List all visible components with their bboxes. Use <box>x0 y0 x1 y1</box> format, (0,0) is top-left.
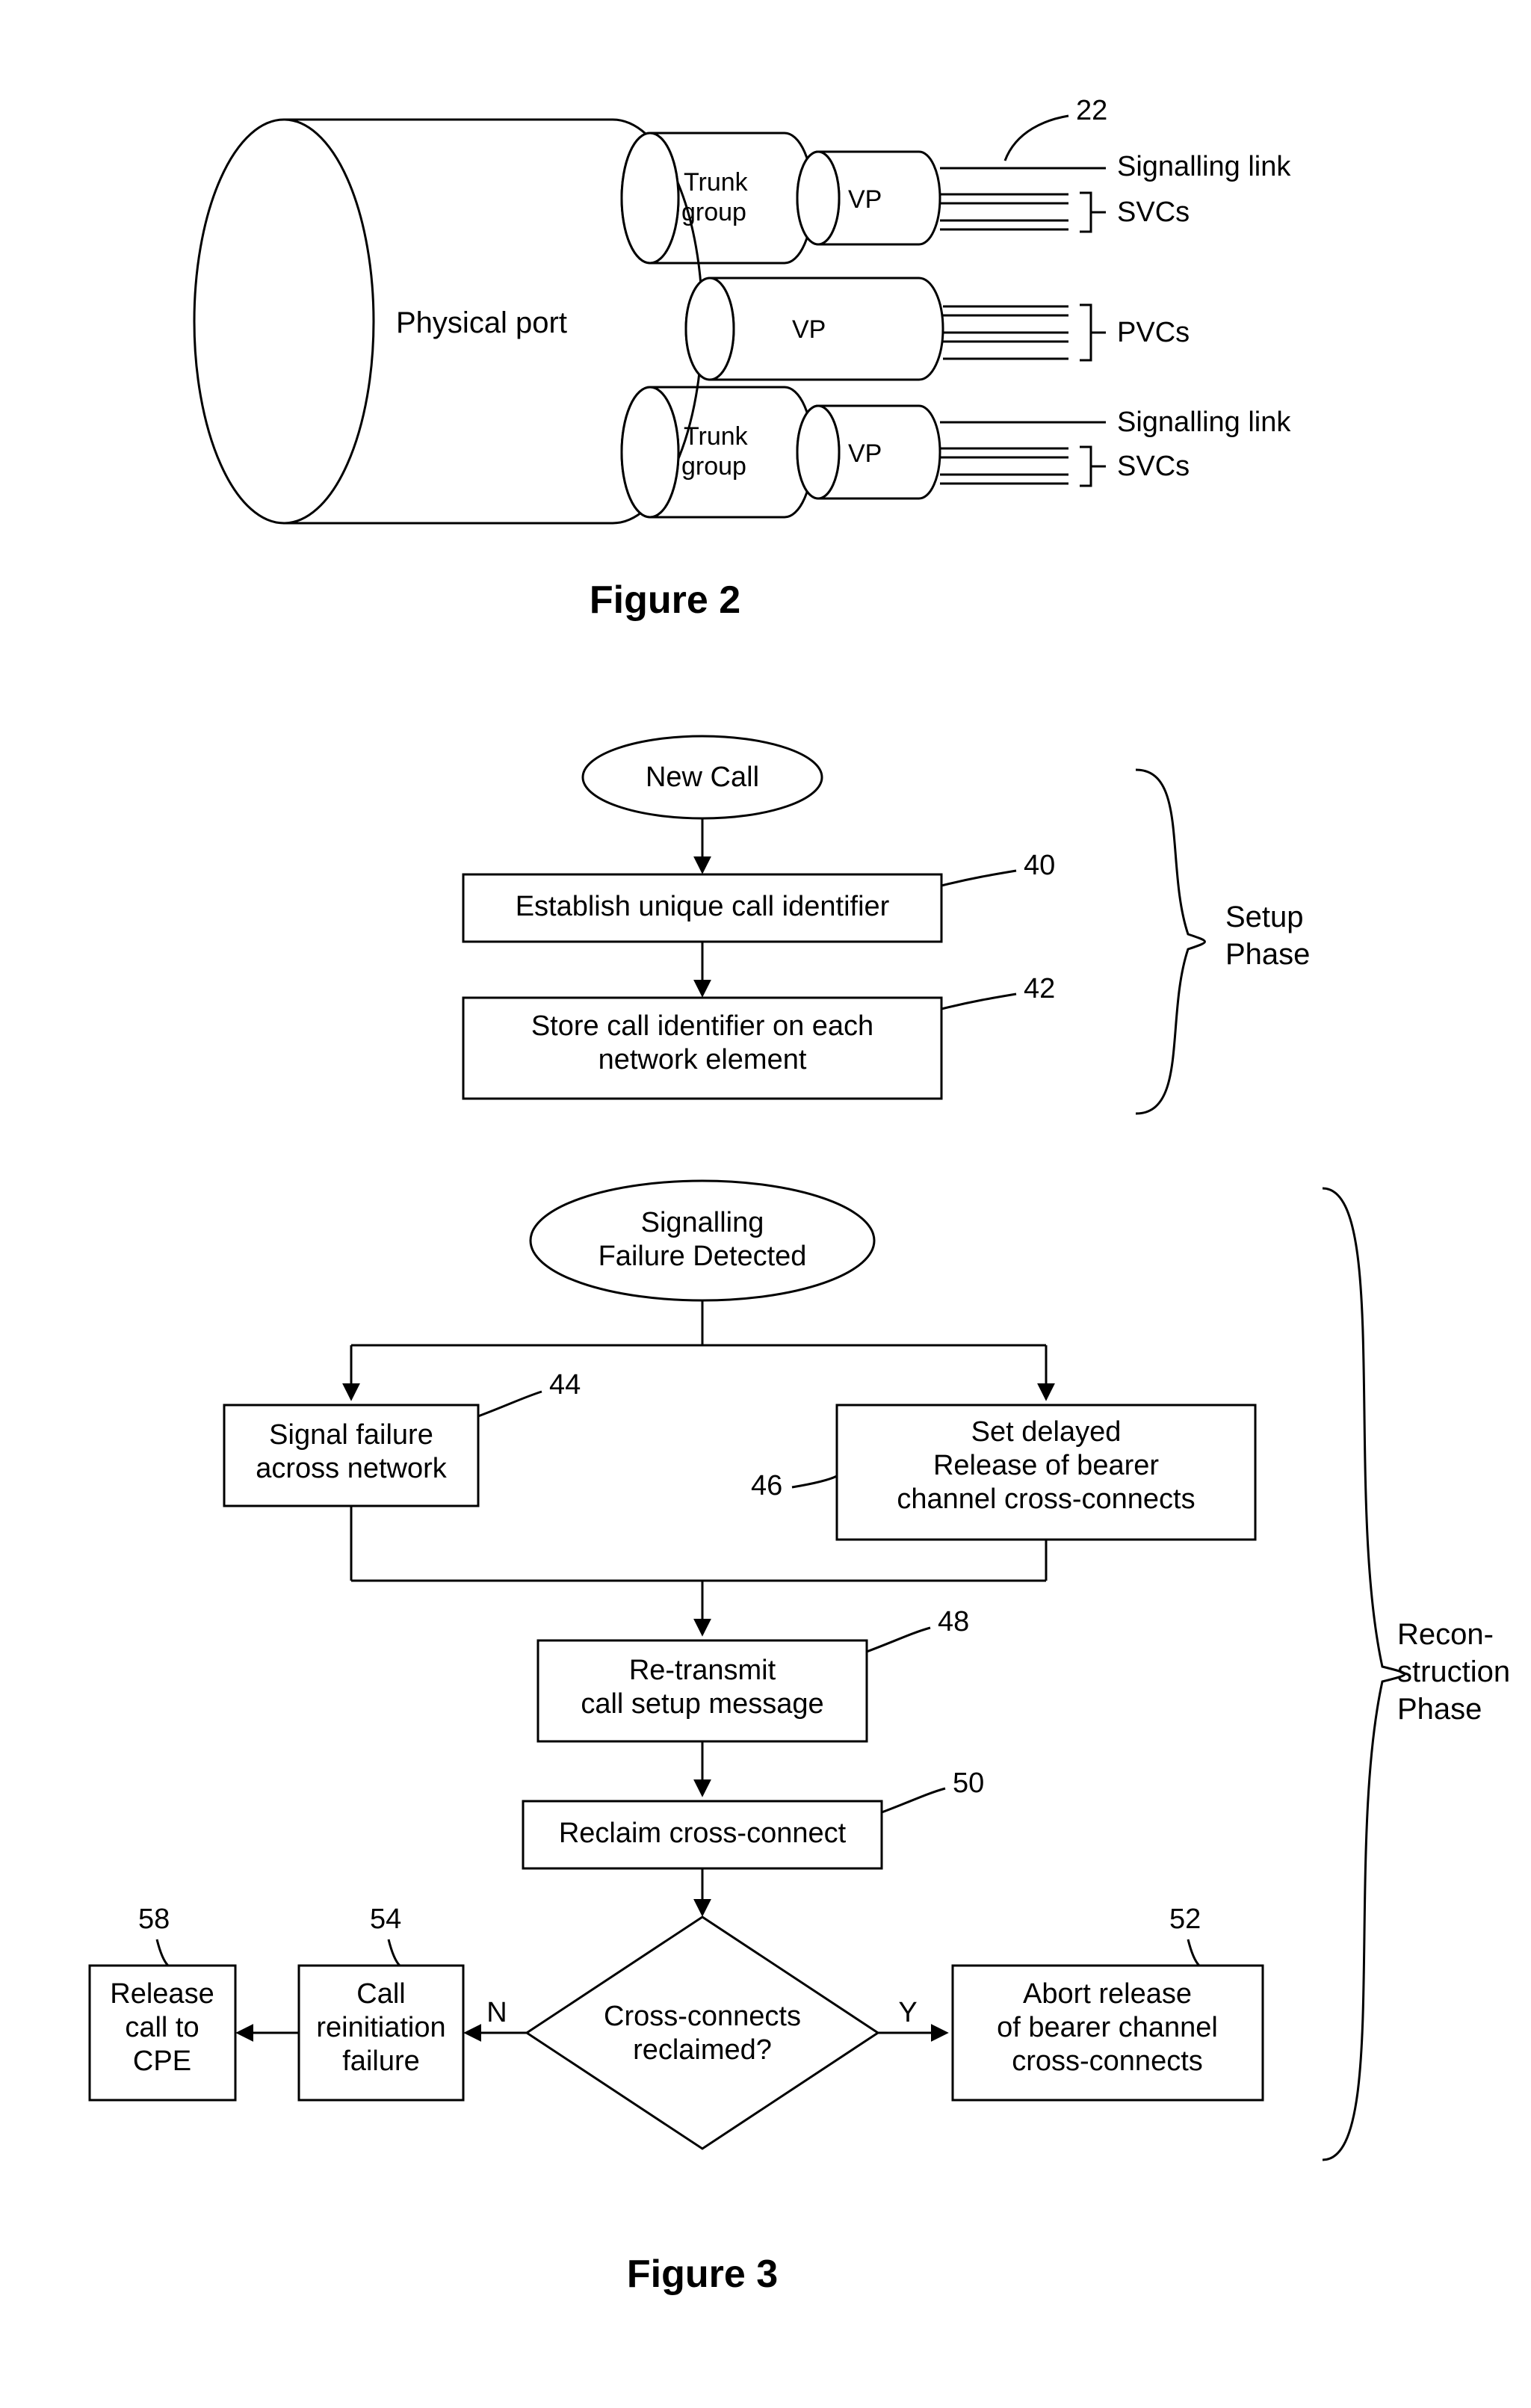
node-44-t1: Signal failure <box>269 1419 433 1451</box>
figure-2: Physical port Trunk group VP 22 Signalli… <box>194 95 1291 622</box>
node-54-t3: failure <box>342 2046 420 2077</box>
ref-48: 48 <box>938 1606 969 1637</box>
pvcs-label: PVCs <box>1117 317 1190 348</box>
setup-phase-2: Phase <box>1225 938 1310 971</box>
node-54-t2: reinitiation <box>316 2012 445 2043</box>
svcs-3: SVCs <box>1117 451 1190 482</box>
ref-52: 52 <box>1169 1904 1201 1935</box>
node-58-t3: CPE <box>133 2046 191 2077</box>
trunk-label-1-line1: Trunk <box>684 168 749 197</box>
node-48-t2: call setup message <box>581 1688 823 1720</box>
node-54-t1: Call <box>356 1978 405 2010</box>
ref-22: 22 <box>1076 95 1107 126</box>
sig-link-1: Signalling link <box>1117 151 1291 182</box>
svcs-1: SVCs <box>1117 197 1190 228</box>
node-48-t1: Re-transmit <box>629 1655 776 1686</box>
ref-58: 58 <box>138 1904 170 1935</box>
decision-t1: Cross-connects <box>604 2001 801 2032</box>
row-1: Trunk group VP 22 Signalling link SVCs <box>622 95 1291 263</box>
node-46-t2: Release of bearer <box>933 1450 1159 1481</box>
decision-node <box>527 1917 878 2149</box>
sig-link-3: Signalling link <box>1117 407 1291 438</box>
decision-no: N <box>486 1997 507 2028</box>
decision-t2: reclaimed? <box>633 2034 772 2066</box>
vp-label-2: VP <box>792 315 826 344</box>
vp-label-1: VP <box>848 185 882 214</box>
ref-46: 46 <box>751 1470 782 1501</box>
trunk-label-3-line1: Trunk <box>684 422 749 451</box>
figure2-caption: Figure 2 <box>590 578 740 622</box>
new-call-text: New Call <box>646 762 759 793</box>
row-3: Trunk group VP Signalling link SVCs <box>622 387 1291 517</box>
sig-fail-1: Signalling <box>641 1207 764 1238</box>
node-46-t1: Set delayed <box>971 1416 1122 1448</box>
node-46-t3: channel cross-connects <box>897 1484 1195 1515</box>
recon-3: Phase <box>1397 1693 1482 1726</box>
node-42-text-1: Store call identifier on each <box>531 1010 873 1042</box>
recon-2: struction <box>1397 1655 1510 1688</box>
node-52-t3: cross-connects <box>1012 2046 1203 2077</box>
node-58-t1: Release <box>110 1978 214 2010</box>
figure3-caption: Figure 3 <box>627 2253 778 2296</box>
node-42-text-2: network element <box>599 1044 807 1075</box>
ref-42: 42 <box>1024 973 1055 1004</box>
setup-phase-1: Setup <box>1225 901 1304 933</box>
ref-50: 50 <box>953 1768 984 1799</box>
node-52-t1: Abort release <box>1023 1978 1192 2010</box>
figure-3: New Call Establish unique call identifie… <box>90 736 1510 2296</box>
decision-yes: Y <box>898 1997 917 2028</box>
node-44-t2: across network <box>256 1453 448 1484</box>
ref-40: 40 <box>1024 850 1055 881</box>
node-52-t2: of bearer channel <box>997 2012 1218 2043</box>
row-2: VP PVCs <box>686 278 1190 380</box>
node-58-t2: call to <box>125 2012 199 2043</box>
trunk-label-3-line2: group <box>681 452 746 481</box>
vp-label-3: VP <box>848 439 882 468</box>
node-50-text: Reclaim cross-connect <box>559 1818 847 1849</box>
node-40-text: Establish unique call identifier <box>516 891 890 922</box>
ref-54: 54 <box>370 1904 401 1935</box>
physical-port-label: Physical port <box>396 306 567 339</box>
sig-fail-2: Failure Detected <box>599 1241 807 1272</box>
trunk-label-1-line2: group <box>681 198 746 226</box>
ref-44: 44 <box>549 1369 581 1401</box>
recon-1: Recon- <box>1397 1618 1494 1651</box>
